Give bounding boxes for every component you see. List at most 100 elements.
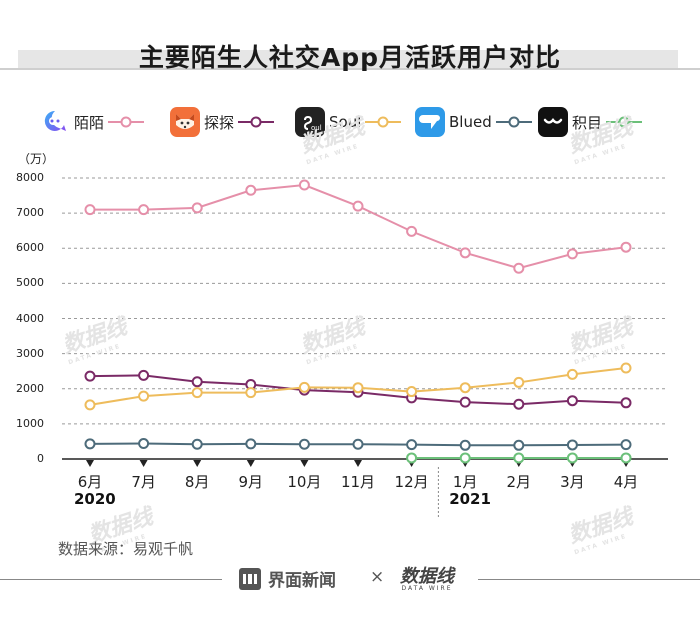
data-point-jimu	[566, 452, 578, 464]
x-tick-label: 8月	[184, 473, 210, 491]
y-tick-label: 7000	[16, 206, 44, 220]
legend-line-blued	[495, 116, 532, 128]
x-tick-label: 11月	[340, 473, 376, 491]
data-point-blued	[84, 438, 96, 450]
y-tick-label: 5000	[16, 276, 44, 290]
jiemian-brand-name: 界面新闻	[268, 571, 336, 591]
data-point-momo	[566, 248, 578, 260]
data-point-soul	[566, 368, 578, 380]
legend-item-blued: Blued	[415, 105, 532, 139]
datawire-brand-name: 数据线	[400, 566, 454, 587]
legend-label-soul: Soul	[329, 113, 362, 131]
y-axis-unit-label: （万）	[18, 152, 55, 166]
legend-line-soul	[365, 116, 402, 128]
data-point-tantan	[459, 396, 471, 408]
x-tick-label: 7月	[131, 473, 156, 491]
tantan-fox-icon	[170, 107, 200, 137]
data-point-blued	[191, 438, 203, 450]
data-point-tantan	[84, 370, 96, 382]
x-tick-mark	[193, 460, 202, 467]
chart-title: 主要陌生人社交App月活跃用户对比	[138, 43, 562, 72]
y-tick-label: 2000	[16, 381, 44, 395]
legend-label-tantan: 探探	[204, 113, 235, 132]
x-tick-label: 10月	[287, 473, 322, 491]
y-tick-label: 4000	[16, 311, 44, 325]
x-tick-mark	[246, 460, 255, 467]
legend-item-soul: oul Soul	[295, 105, 402, 139]
data-point-blued	[513, 439, 525, 451]
x-tick-label: 3月	[560, 473, 585, 491]
grid-lines	[62, 177, 668, 425]
data-point-tantan	[191, 376, 203, 388]
data-point-blued	[459, 439, 471, 451]
datawire-brand: 数据线 DATA WIRE	[400, 562, 454, 592]
data-point-soul	[191, 387, 203, 399]
title-bar: 主要陌生人社交App月活跃用户对比	[0, 38, 700, 72]
legend-line-momo	[108, 116, 145, 128]
brand-separator: ×	[370, 567, 385, 587]
data-point-momo	[620, 241, 632, 253]
x-tick-mark	[354, 460, 362, 467]
x-tick-mark	[86, 460, 94, 467]
footer-rule-right	[478, 579, 700, 580]
y-tick-label: 6000	[16, 241, 44, 255]
data-point-soul	[459, 382, 471, 394]
jiemian-brand: 界面新闻	[238, 566, 336, 591]
data-point-momo	[191, 202, 203, 214]
series-lines	[84, 179, 632, 464]
data-point-soul	[298, 381, 310, 393]
jiemian-logo-icon	[239, 567, 261, 590]
x-tick-mark	[139, 460, 148, 467]
data-point-blued	[406, 439, 418, 451]
data-point-momo	[513, 262, 525, 274]
legend-label-blued: Blued	[449, 113, 492, 131]
y-tick-label: 3000	[16, 346, 44, 360]
data-point-blued	[352, 438, 364, 450]
data-point-tantan	[513, 398, 525, 410]
y-tick-label: 0	[37, 452, 44, 465]
legend-label-jimu: 积目	[572, 113, 603, 132]
x-tick-label: 2月	[506, 473, 532, 491]
data-point-blued	[620, 439, 632, 451]
x-tick-mark	[300, 460, 309, 467]
data-point-tantan	[620, 397, 632, 409]
legend-item-tantan: 探探	[170, 105, 275, 139]
data-point-blued	[245, 438, 257, 450]
x-tick-label: 1月	[452, 473, 478, 491]
soul-app-icon: oul	[295, 107, 325, 137]
data-point-tantan	[566, 395, 578, 407]
data-point-soul	[84, 399, 96, 411]
x-tick-label: 4月	[613, 473, 639, 491]
y-tick-label: 1000	[16, 416, 44, 430]
data-point-momo	[298, 179, 310, 191]
legend: 陌陌 探探	[40, 105, 680, 139]
momo-app-icon	[40, 107, 70, 137]
data-point-soul	[245, 387, 257, 399]
legend-item-jimu: 积目	[538, 105, 643, 139]
title-highlight	[18, 50, 678, 68]
legend-item-momo: 陌陌	[40, 105, 145, 139]
footer: 界面新闻 × 数据线 DATA WIRE	[0, 562, 700, 598]
x-tick-label: 12月	[394, 473, 429, 491]
data-point-jimu	[620, 452, 632, 464]
data-point-momo	[138, 204, 150, 216]
x-tick-label: 9月	[238, 473, 264, 491]
data-point-momo	[352, 200, 364, 212]
data-point-blued	[298, 438, 310, 450]
footer-rule-left	[0, 579, 222, 580]
data-point-soul	[138, 390, 150, 402]
datawire-brand-sub: DATA WIRE	[401, 585, 453, 592]
data-point-soul	[406, 386, 418, 398]
year-label: 2021	[449, 490, 491, 508]
svg-text:oul: oul	[311, 124, 322, 132]
data-point-jimu	[406, 452, 418, 464]
data-point-momo	[245, 184, 257, 196]
data-point-blued	[566, 439, 578, 451]
data-source-note: 数据来源：易观千帆	[58, 540, 194, 558]
x-tick-label: 6月	[77, 473, 103, 491]
legend-line-tantan	[238, 116, 275, 128]
data-point-momo	[84, 204, 96, 216]
year-label: 2020	[74, 490, 116, 508]
y-tick-label: 8000	[16, 171, 44, 184]
